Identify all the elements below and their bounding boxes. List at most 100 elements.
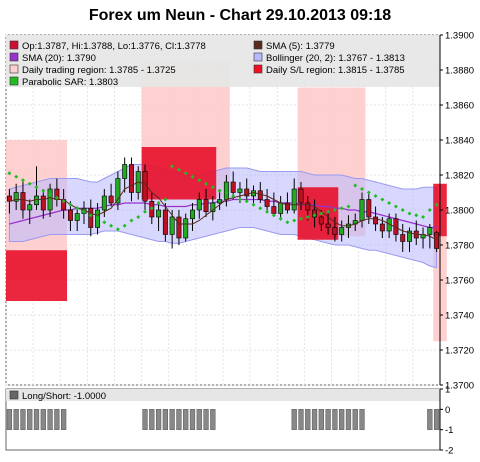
candle-body — [20, 192, 26, 211]
candle — [101, 189, 107, 217]
candle-body — [332, 227, 338, 235]
longshort-bar — [305, 409, 311, 430]
sar-point — [244, 199, 249, 204]
longshort-bar — [332, 409, 338, 430]
legend-label: SMA (20): 1.3790 — [22, 53, 96, 64]
longshort-bar — [6, 409, 13, 430]
longshort-bar — [162, 409, 168, 430]
legend-swatch — [9, 64, 19, 74]
sar-point — [88, 213, 93, 218]
candle-body — [190, 209, 195, 220]
candle — [47, 183, 53, 217]
candle-body — [67, 209, 73, 221]
longshort-bar — [210, 409, 216, 430]
candle — [325, 211, 331, 235]
longshort-tick-label: -1 — [445, 425, 453, 436]
candle-body — [434, 232, 440, 249]
longshort-bar — [345, 409, 352, 430]
candle-body — [88, 207, 94, 228]
sl-region — [6, 250, 68, 301]
longshort-bar — [433, 409, 440, 430]
candle-body — [27, 204, 33, 211]
candle — [156, 201, 162, 231]
candle — [407, 227, 412, 252]
candle — [162, 203, 168, 242]
longshort-bar — [325, 409, 331, 430]
longshort-tick-label: 0 — [445, 405, 450, 416]
longshort-legend-bg — [6, 389, 440, 401]
candle — [27, 199, 33, 224]
y-tick-label: 1.3880 — [445, 66, 474, 77]
longshort-bar — [203, 409, 209, 430]
y-tick-label: 1.3800 — [445, 206, 474, 217]
candle-body — [169, 216, 175, 235]
candle-body — [13, 192, 19, 202]
candle-body — [128, 164, 134, 193]
candle — [88, 199, 94, 237]
candle — [298, 182, 304, 210]
sar-point — [115, 227, 120, 232]
candle-body — [237, 188, 243, 193]
longshort-swatch — [9, 390, 19, 400]
legend-swatch — [9, 40, 19, 50]
longshort-bar — [33, 409, 40, 430]
legend-label: Parabolic SAR: 1.3803 — [22, 77, 118, 88]
longshort-bar — [183, 409, 189, 430]
candle-body — [339, 227, 345, 235]
sar-point — [156, 201, 161, 205]
candle — [128, 157, 134, 202]
longshort-bar — [54, 409, 60, 430]
candle — [264, 189, 270, 212]
longshort-bar — [291, 409, 297, 430]
candle-body — [284, 202, 290, 211]
longshort-bar — [20, 409, 26, 430]
legend-swatch — [9, 76, 19, 86]
sma5-line — [9, 181, 437, 241]
longshort-bar — [47, 409, 53, 430]
sar-point — [210, 185, 215, 190]
sar-point — [82, 209, 86, 214]
candle-body — [325, 223, 331, 228]
sar-point — [170, 164, 175, 169]
legend-label: SMA (5): 1.3779 — [266, 41, 335, 52]
candle — [244, 178, 250, 200]
candle-body — [210, 202, 216, 213]
y-tick-label: 1.3900 — [445, 31, 474, 42]
y-tick-label: 1.3760 — [445, 276, 474, 287]
candle — [176, 210, 182, 245]
longshort-label: Long/Short: -1.0000 — [22, 391, 106, 402]
candle — [284, 192, 290, 214]
sar-point — [136, 215, 141, 219]
y-tick-label: 1.3840 — [445, 136, 474, 147]
candle-body — [115, 178, 121, 204]
sar-point — [237, 197, 242, 202]
candle — [332, 217, 338, 242]
candle-body — [359, 199, 365, 221]
sl-region — [297, 187, 339, 240]
candle — [169, 210, 175, 249]
candle-body — [264, 199, 270, 207]
candle-body — [373, 216, 379, 225]
chart-title: Forex um Neun - Chart 29.10.2013 09:18 — [89, 7, 391, 24]
sar-point — [61, 199, 66, 204]
candle — [203, 189, 209, 217]
candle-body — [122, 164, 128, 179]
sar-point — [217, 188, 222, 193]
candle-body — [400, 234, 406, 242]
candle — [183, 213, 189, 242]
candle-body — [74, 213, 80, 221]
candle-body — [196, 199, 202, 211]
sar-point — [224, 190, 229, 195]
longshort-bar — [196, 409, 202, 430]
candle — [122, 157, 128, 193]
y-tick-label: 1.3860 — [445, 101, 474, 112]
longshort-bar — [13, 409, 19, 430]
longshort-bar — [189, 409, 196, 430]
candle-body — [101, 195, 107, 211]
sar-point — [149, 206, 154, 211]
candle-body — [366, 199, 372, 218]
sar-point — [197, 178, 202, 183]
candle-body — [176, 216, 182, 239]
